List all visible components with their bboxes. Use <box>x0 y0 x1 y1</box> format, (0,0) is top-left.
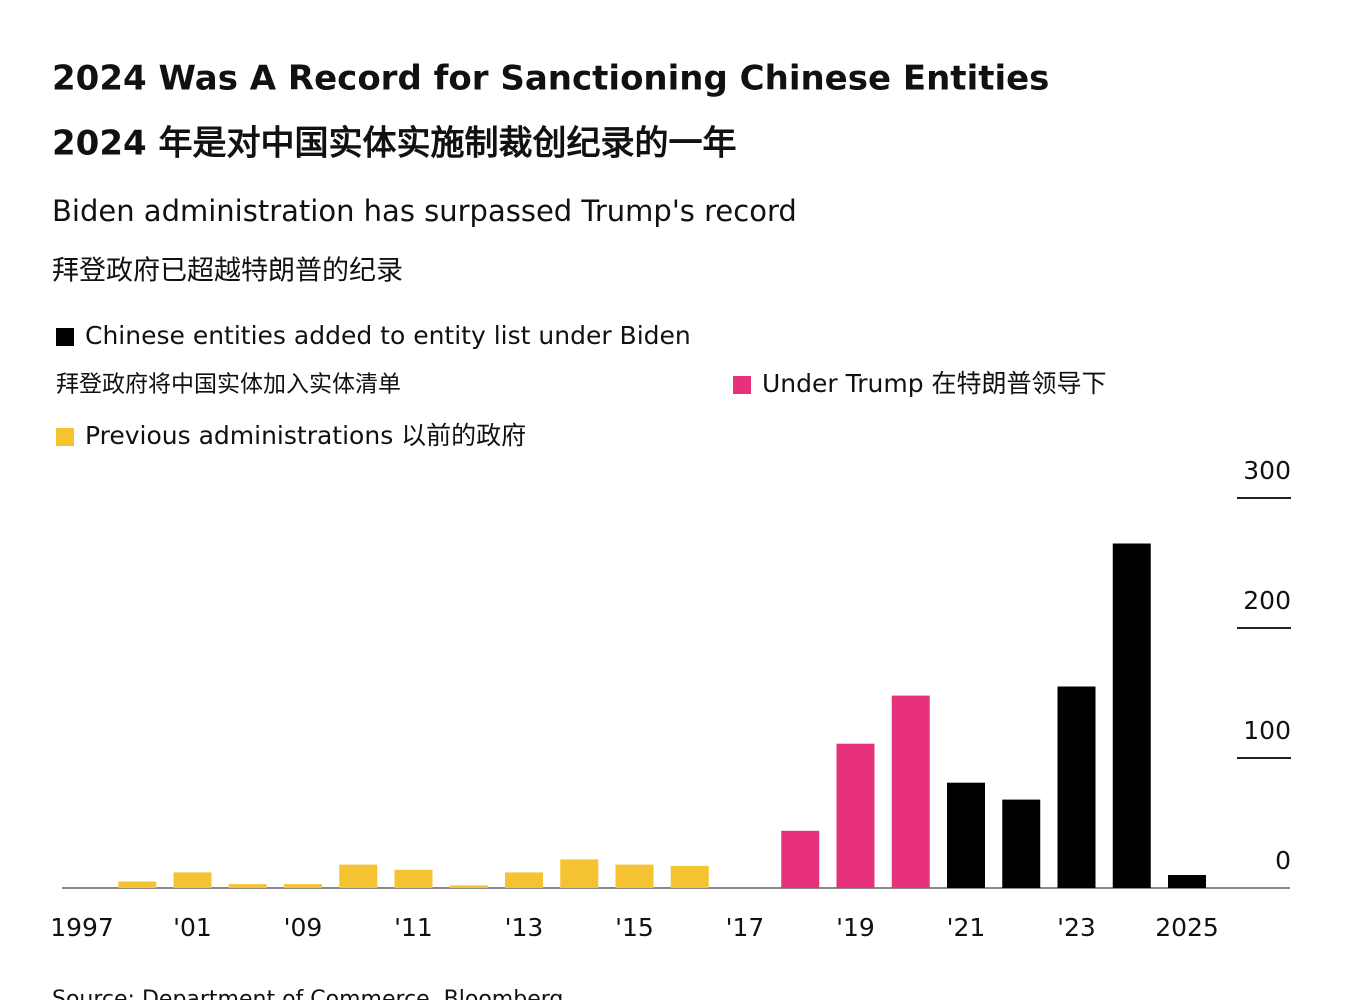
bar <box>1002 799 1041 888</box>
x-tick-label: '15 <box>615 913 654 942</box>
bar <box>1168 875 1206 888</box>
bar <box>173 872 212 888</box>
bar <box>449 885 488 888</box>
bar <box>891 695 930 888</box>
legend-swatch <box>56 328 74 346</box>
legend-label-zh: 拜登政府将中国实体加入实体清单 <box>56 372 401 398</box>
y-tick-label: 300 <box>1243 456 1291 485</box>
source: Source: Department of Commerce, Bloomber… <box>52 987 563 1000</box>
bar <box>228 884 267 888</box>
legend-label: Under Trump 在特朗普领导下 <box>762 369 1107 398</box>
x-tick-label: '09 <box>284 913 323 942</box>
chart-title-zh: 2024 年是对中国实体实施制裁创纪录的一年 <box>52 124 736 164</box>
x-tick-label: '11 <box>394 913 433 942</box>
x-tick-label: '17 <box>726 913 765 942</box>
x-tick-label: '23 <box>1057 913 1096 942</box>
x-tick-label: 2025 <box>1155 913 1219 942</box>
x-tick-label: '01 <box>173 913 212 942</box>
bar <box>1112 543 1151 888</box>
bar <box>394 869 433 888</box>
y-tick-label: 0 <box>1275 846 1291 875</box>
bar <box>615 864 654 888</box>
bar <box>781 830 820 888</box>
chart-title: 2024 Was A Record for Sanctioning Chines… <box>52 59 1049 99</box>
subtitle-zh: 拜登政府已超越特朗普的纪录 <box>52 256 403 287</box>
y-tick-label: 100 <box>1243 716 1291 745</box>
y-tick-label: 200 <box>1243 586 1291 615</box>
bar <box>505 872 543 888</box>
bar <box>118 881 157 888</box>
subtitle: Biden administration has surpassed Trump… <box>52 194 797 228</box>
bar <box>1057 686 1096 888</box>
x-tick-label: '13 <box>505 913 544 942</box>
x-tick-label: '21 <box>947 913 986 942</box>
bar <box>284 884 322 888</box>
bar <box>670 865 709 888</box>
x-tick-label: '19 <box>836 913 875 942</box>
legend-swatch <box>733 376 751 394</box>
legend-label: Previous administrations 以前的政府 <box>85 421 526 450</box>
bar <box>836 743 875 888</box>
bar <box>947 782 985 888</box>
bar <box>560 859 599 888</box>
x-tick-label: 1997 <box>50 913 114 942</box>
bar <box>339 864 378 888</box>
legend-label: Chinese entities added to entity list un… <box>85 321 691 350</box>
legend-swatch <box>56 428 74 446</box>
